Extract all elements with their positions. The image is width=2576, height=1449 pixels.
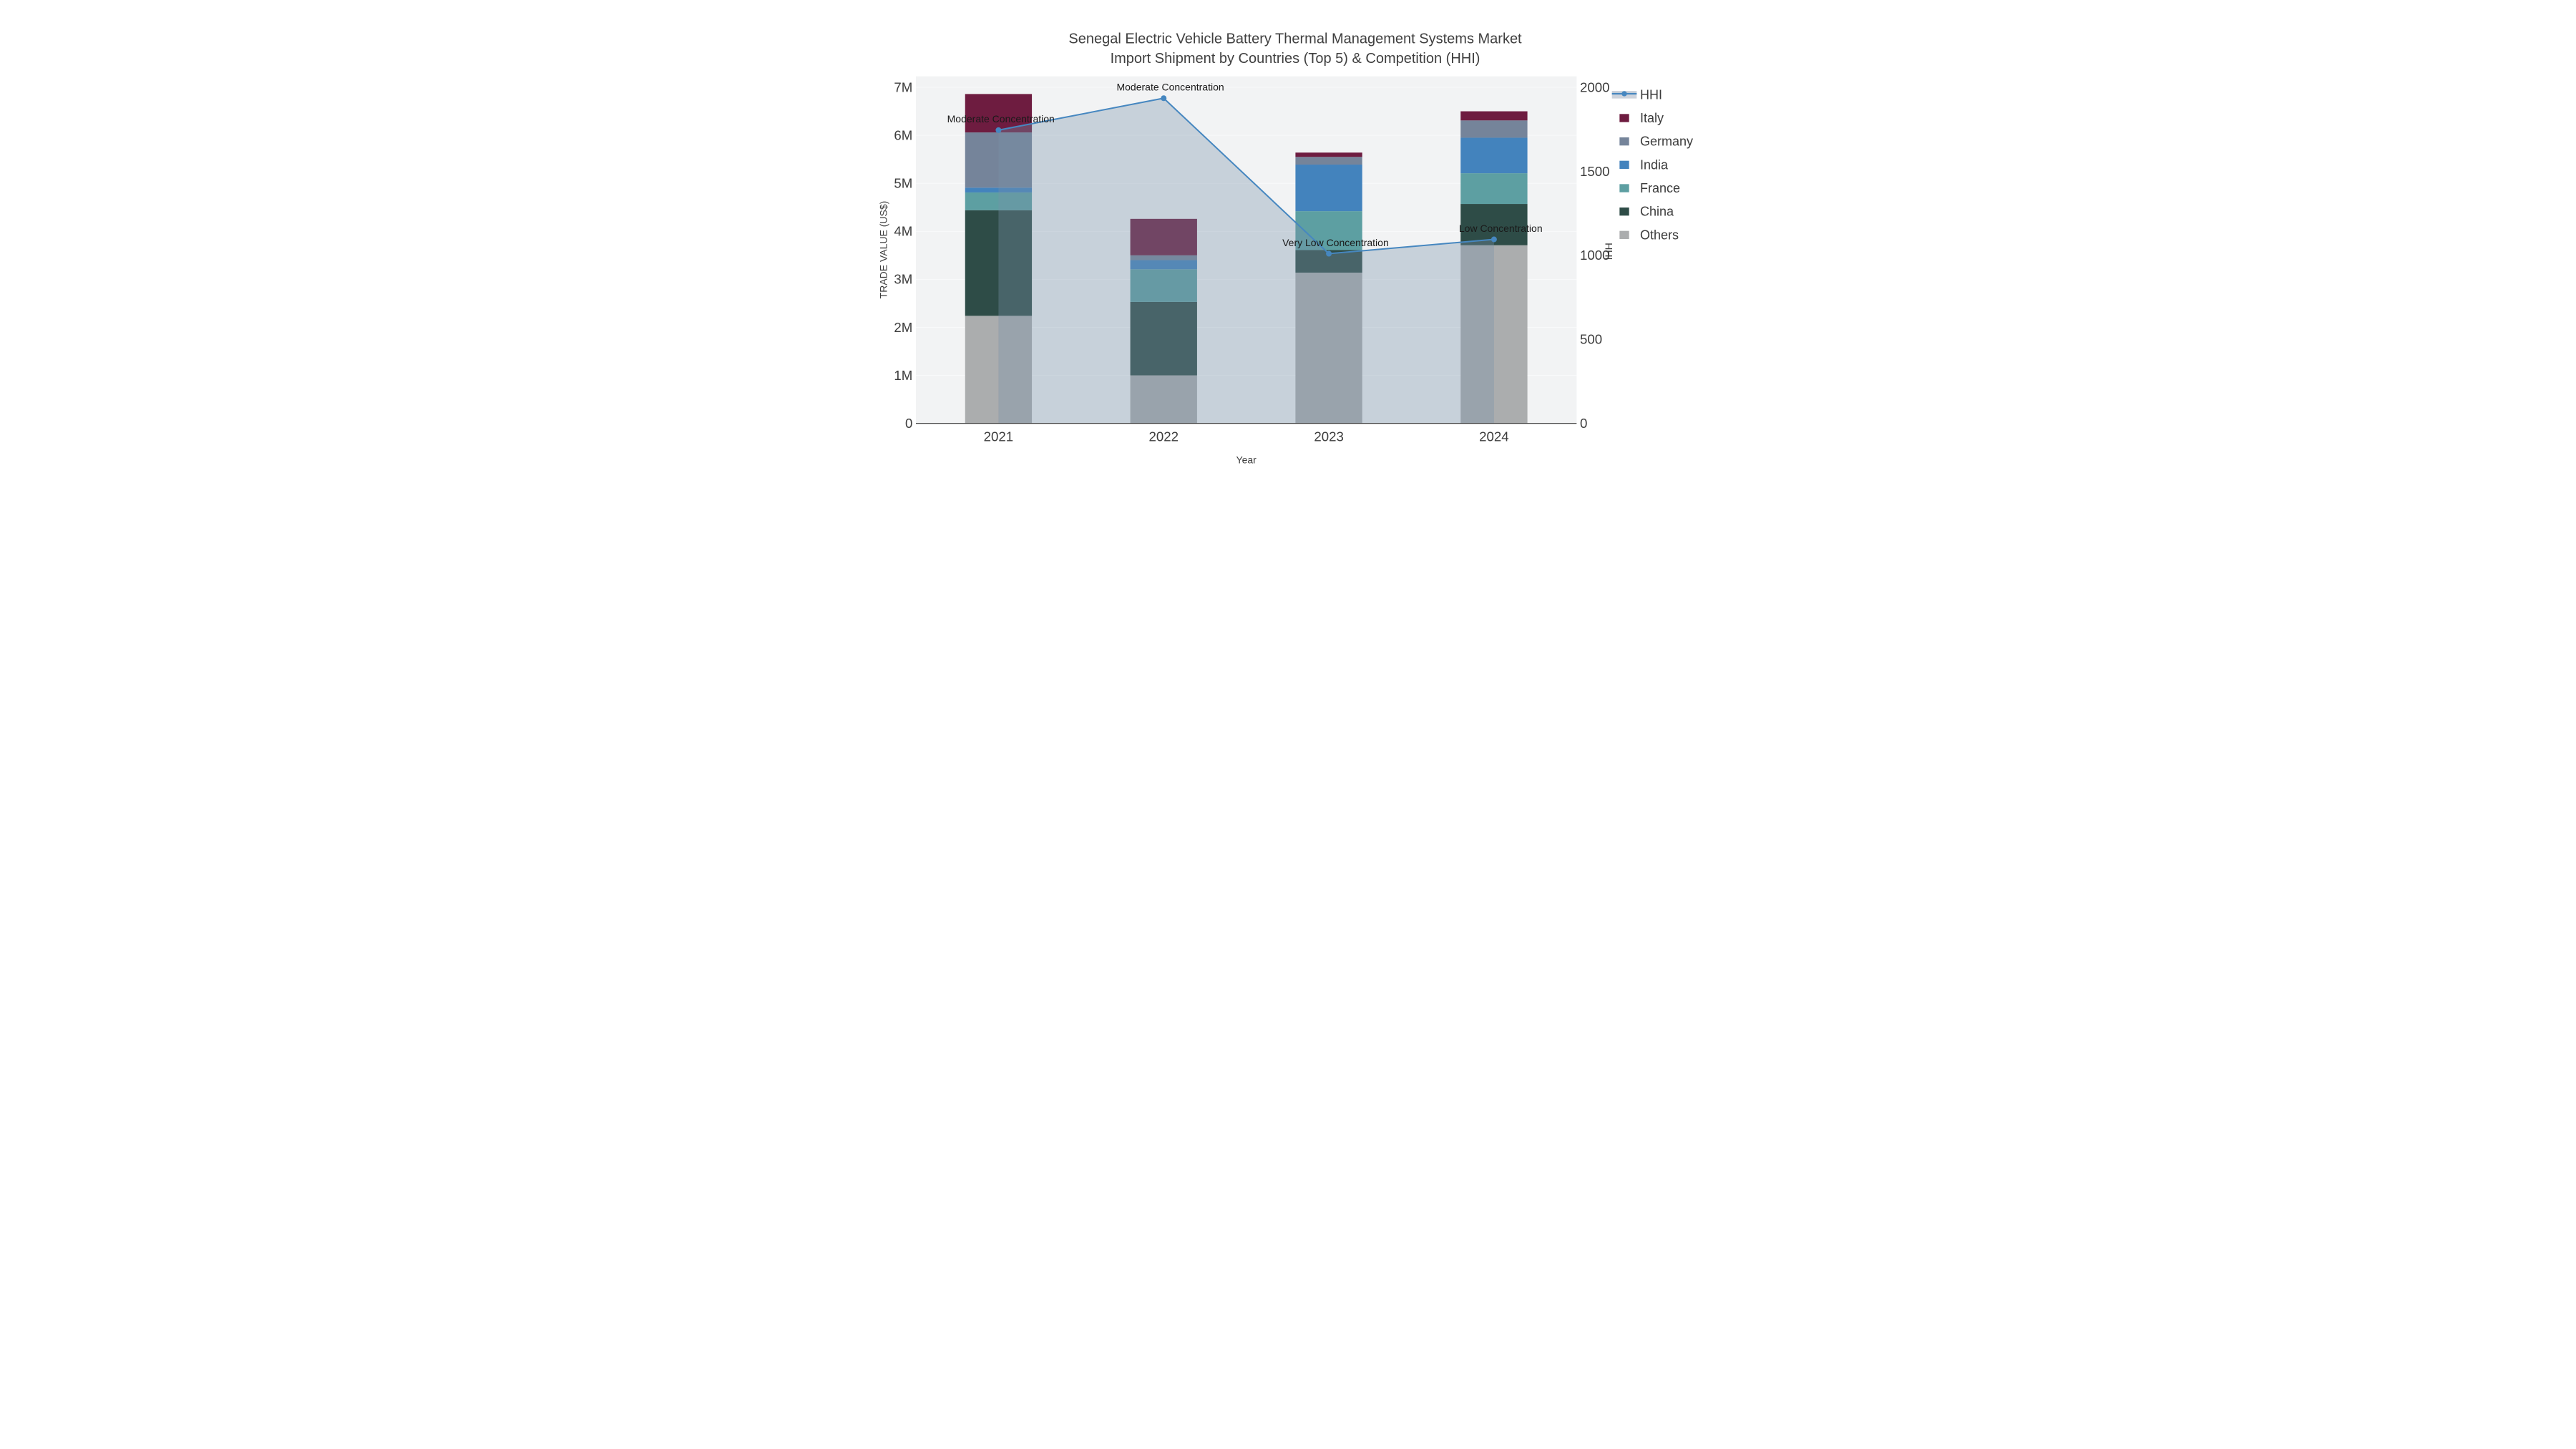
y-left-tick-7M: 7M	[894, 79, 912, 94]
y-left-tick-1M: 1M	[894, 368, 912, 383]
bar-segment-india-2024[interactable]	[1460, 137, 1528, 174]
annotation-2022: Moderate Concentration	[1116, 82, 1224, 93]
x-tick-2023: 2023	[1314, 429, 1344, 444]
legend-item-hhi[interactable]: HHI	[1611, 87, 1662, 102]
x-tick-2024: 2024	[1479, 429, 1509, 444]
annotation-2023: Very Low Concentration	[1282, 237, 1389, 248]
legend-swatch-china	[1619, 208, 1629, 216]
y-right-tick-1000: 1000	[1580, 248, 1610, 263]
hhi-marker-2024[interactable]	[1491, 236, 1497, 243]
hhi-marker-2021[interactable]	[995, 127, 1002, 133]
y-left-axis-title: TRADE VALUE (US$)	[877, 201, 889, 299]
legend-swatch-india	[1619, 160, 1629, 169]
y-right-tick-0: 0	[1580, 416, 1587, 431]
legend-item-others[interactable]: Others	[1619, 228, 1679, 242]
bar-segment-others-2023[interactable]	[1295, 272, 1362, 424]
y-right-tick-500: 500	[1580, 332, 1602, 347]
legend-swatch-france	[1619, 184, 1629, 192]
bar-segment-france-2024[interactable]	[1460, 173, 1528, 205]
y-left-tick-5M: 5M	[894, 176, 912, 191]
y-left-tick-6M: 6M	[894, 127, 912, 142]
bar-segment-germany-2022[interactable]	[1130, 255, 1197, 260]
hhi-marker-2022[interactable]	[1161, 95, 1167, 102]
y-left-tick-3M: 3M	[894, 272, 912, 287]
legend-label-india: India	[1640, 157, 1669, 172]
chart-title-line1: Senegal Electric Vehicle Battery Thermal…	[1068, 31, 1522, 47]
hhi-marker-2023[interactable]	[1326, 250, 1332, 257]
annotation-2021: Moderate Concentration	[947, 113, 1055, 125]
y-left-tick-0: 0	[905, 416, 912, 431]
x-tick-2022: 2022	[1148, 429, 1179, 444]
hhi-area-fill	[998, 98, 1494, 424]
legend-swatch-others	[1619, 230, 1629, 239]
bar-segment-germany-2023[interactable]	[1295, 157, 1362, 165]
chart-canvas: Senegal Electric Vehicle Battery Thermal…	[877, 31, 1693, 466]
legend-item-india[interactable]: India	[1619, 157, 1669, 172]
bar-segment-china-2022[interactable]	[1130, 301, 1197, 376]
chart-title-line2: Import Shipment by Countries (Top 5) & C…	[1111, 51, 1480, 67]
legend-swatch-germany	[1619, 137, 1629, 146]
bar-segment-others-2022[interactable]	[1130, 375, 1197, 424]
bar-segment-others-2021[interactable]	[965, 316, 1033, 424]
legend-label-italy: Italy	[1640, 111, 1664, 125]
bar-segment-france-2022[interactable]	[1130, 269, 1197, 302]
legend-label-hhi: HHI	[1640, 87, 1662, 102]
legend-label-germany: Germany	[1640, 135, 1693, 149]
bar-segment-india-2023[interactable]	[1295, 165, 1362, 212]
legend-label-china: China	[1640, 205, 1674, 219]
legend-label-france: France	[1640, 181, 1680, 195]
legend-item-italy[interactable]: Italy	[1619, 111, 1664, 125]
y-left-tick-2M: 2M	[894, 320, 912, 335]
bar-segment-italy-2024[interactable]	[1460, 111, 1528, 121]
bar-segment-china-2021[interactable]	[965, 210, 1033, 316]
bar-segment-others-2024[interactable]	[1460, 245, 1528, 424]
chart-generated-content: Moderate Concentration Moderate Concentra…	[877, 76, 1693, 465]
legend-item-china[interactable]: China	[1619, 205, 1674, 219]
annotation-2024: Low Concentration	[1459, 223, 1543, 234]
figure-container: Senegal Electric Vehicle Battery Thermal…	[859, 6, 1717, 489]
bar-segment-france-2021[interactable]	[965, 192, 1033, 210]
bar-segment-germany-2021[interactable]	[965, 132, 1033, 188]
bar-segment-italy-2023[interactable]	[1295, 152, 1362, 157]
hhi-line[interactable]	[998, 97, 1495, 255]
bar-segment-india-2022[interactable]	[1130, 260, 1197, 270]
legend-hhi-marker-swatch	[1621, 91, 1627, 97]
x-tick-2021: 2021	[984, 429, 1014, 444]
legend-item-france[interactable]: France	[1619, 181, 1680, 195]
bar-segment-italy-2022[interactable]	[1130, 218, 1197, 255]
x-axis-title: Year	[1236, 454, 1257, 465]
bar-segment-germany-2024[interactable]	[1460, 120, 1528, 138]
y-left-tick-4M: 4M	[894, 224, 912, 239]
legend-swatch-italy	[1619, 114, 1629, 122]
y-right-axis-title: HHI	[1603, 243, 1614, 260]
bar-segment-india-2021[interactable]	[965, 187, 1033, 192]
y-right-tick-2000: 2000	[1580, 79, 1610, 94]
legend-label-others: Others	[1640, 228, 1679, 242]
legend-item-germany[interactable]: Germany	[1619, 135, 1693, 149]
y-right-tick-1500: 1500	[1580, 164, 1610, 179]
bar-segment-france-2023[interactable]	[1295, 211, 1362, 250]
